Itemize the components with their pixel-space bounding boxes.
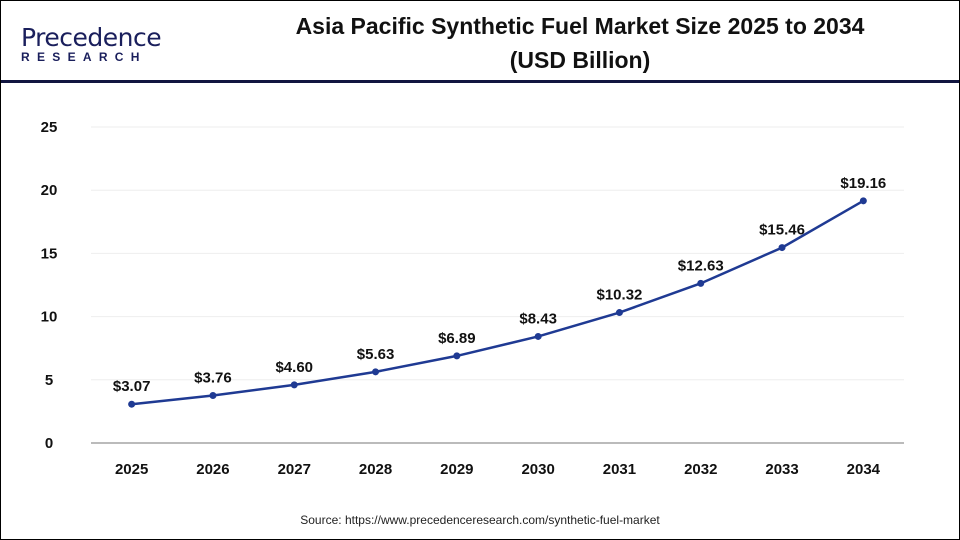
data-point <box>453 352 461 360</box>
x-tick-label: 2029 <box>440 461 473 478</box>
x-tick-label: 2025 <box>115 461 148 478</box>
data-point <box>697 279 705 287</box>
data-point <box>778 244 786 252</box>
x-tick-label: 2026 <box>196 461 229 478</box>
y-tick-label: 0 <box>45 435 53 452</box>
y-tick-label: 20 <box>41 182 58 199</box>
data-point <box>372 368 380 376</box>
y-tick-label: 10 <box>41 309 58 326</box>
x-tick-label: 2034 <box>847 461 881 478</box>
x-tick-label: 2027 <box>278 461 311 478</box>
data-label: $3.76 <box>194 369 232 386</box>
logo-line1: Precedence <box>21 23 162 52</box>
series-line <box>131 199 864 406</box>
x-tick-label: 2033 <box>765 461 798 478</box>
data-label: $15.46 <box>759 222 805 239</box>
data-point <box>128 400 136 408</box>
chart-title-line2: (USD Billion) <box>509 47 651 73</box>
x-tick-label: 2028 <box>359 461 392 478</box>
data-label: $3.07 <box>113 378 151 395</box>
data-label: $8.43 <box>519 310 557 327</box>
data-label: $5.63 <box>357 346 395 363</box>
data-label: $12.63 <box>678 257 724 274</box>
header-divider <box>1 80 959 83</box>
data-point <box>615 309 623 317</box>
precedence-research-logo: Precedence RESEARCH <box>17 23 167 64</box>
data-label: $19.16 <box>840 175 886 192</box>
x-tick-label: 2031 <box>603 461 636 478</box>
source-text: Source: https://www.precedenceresearch.c… <box>300 513 660 527</box>
y-tick-label: 15 <box>41 245 58 262</box>
data-point <box>290 381 298 389</box>
y-tick-label: 25 <box>41 119 58 136</box>
data-point <box>859 197 867 205</box>
chart-title-line1: Asia Pacific Synthetic Fuel Market Size … <box>295 13 865 39</box>
data-point <box>209 391 217 399</box>
data-label: $4.60 <box>275 359 313 376</box>
chart-title: Asia Pacific Synthetic Fuel Market Size … <box>221 9 939 77</box>
x-tick-label: 2030 <box>521 461 554 478</box>
logo-line2: RESEARCH <box>21 50 147 64</box>
data-point <box>534 332 542 340</box>
x-tick-label: 2032 <box>684 461 717 478</box>
y-tick-label: 5 <box>45 372 53 389</box>
data-label: $10.32 <box>597 287 643 304</box>
data-label: $6.89 <box>438 330 476 347</box>
